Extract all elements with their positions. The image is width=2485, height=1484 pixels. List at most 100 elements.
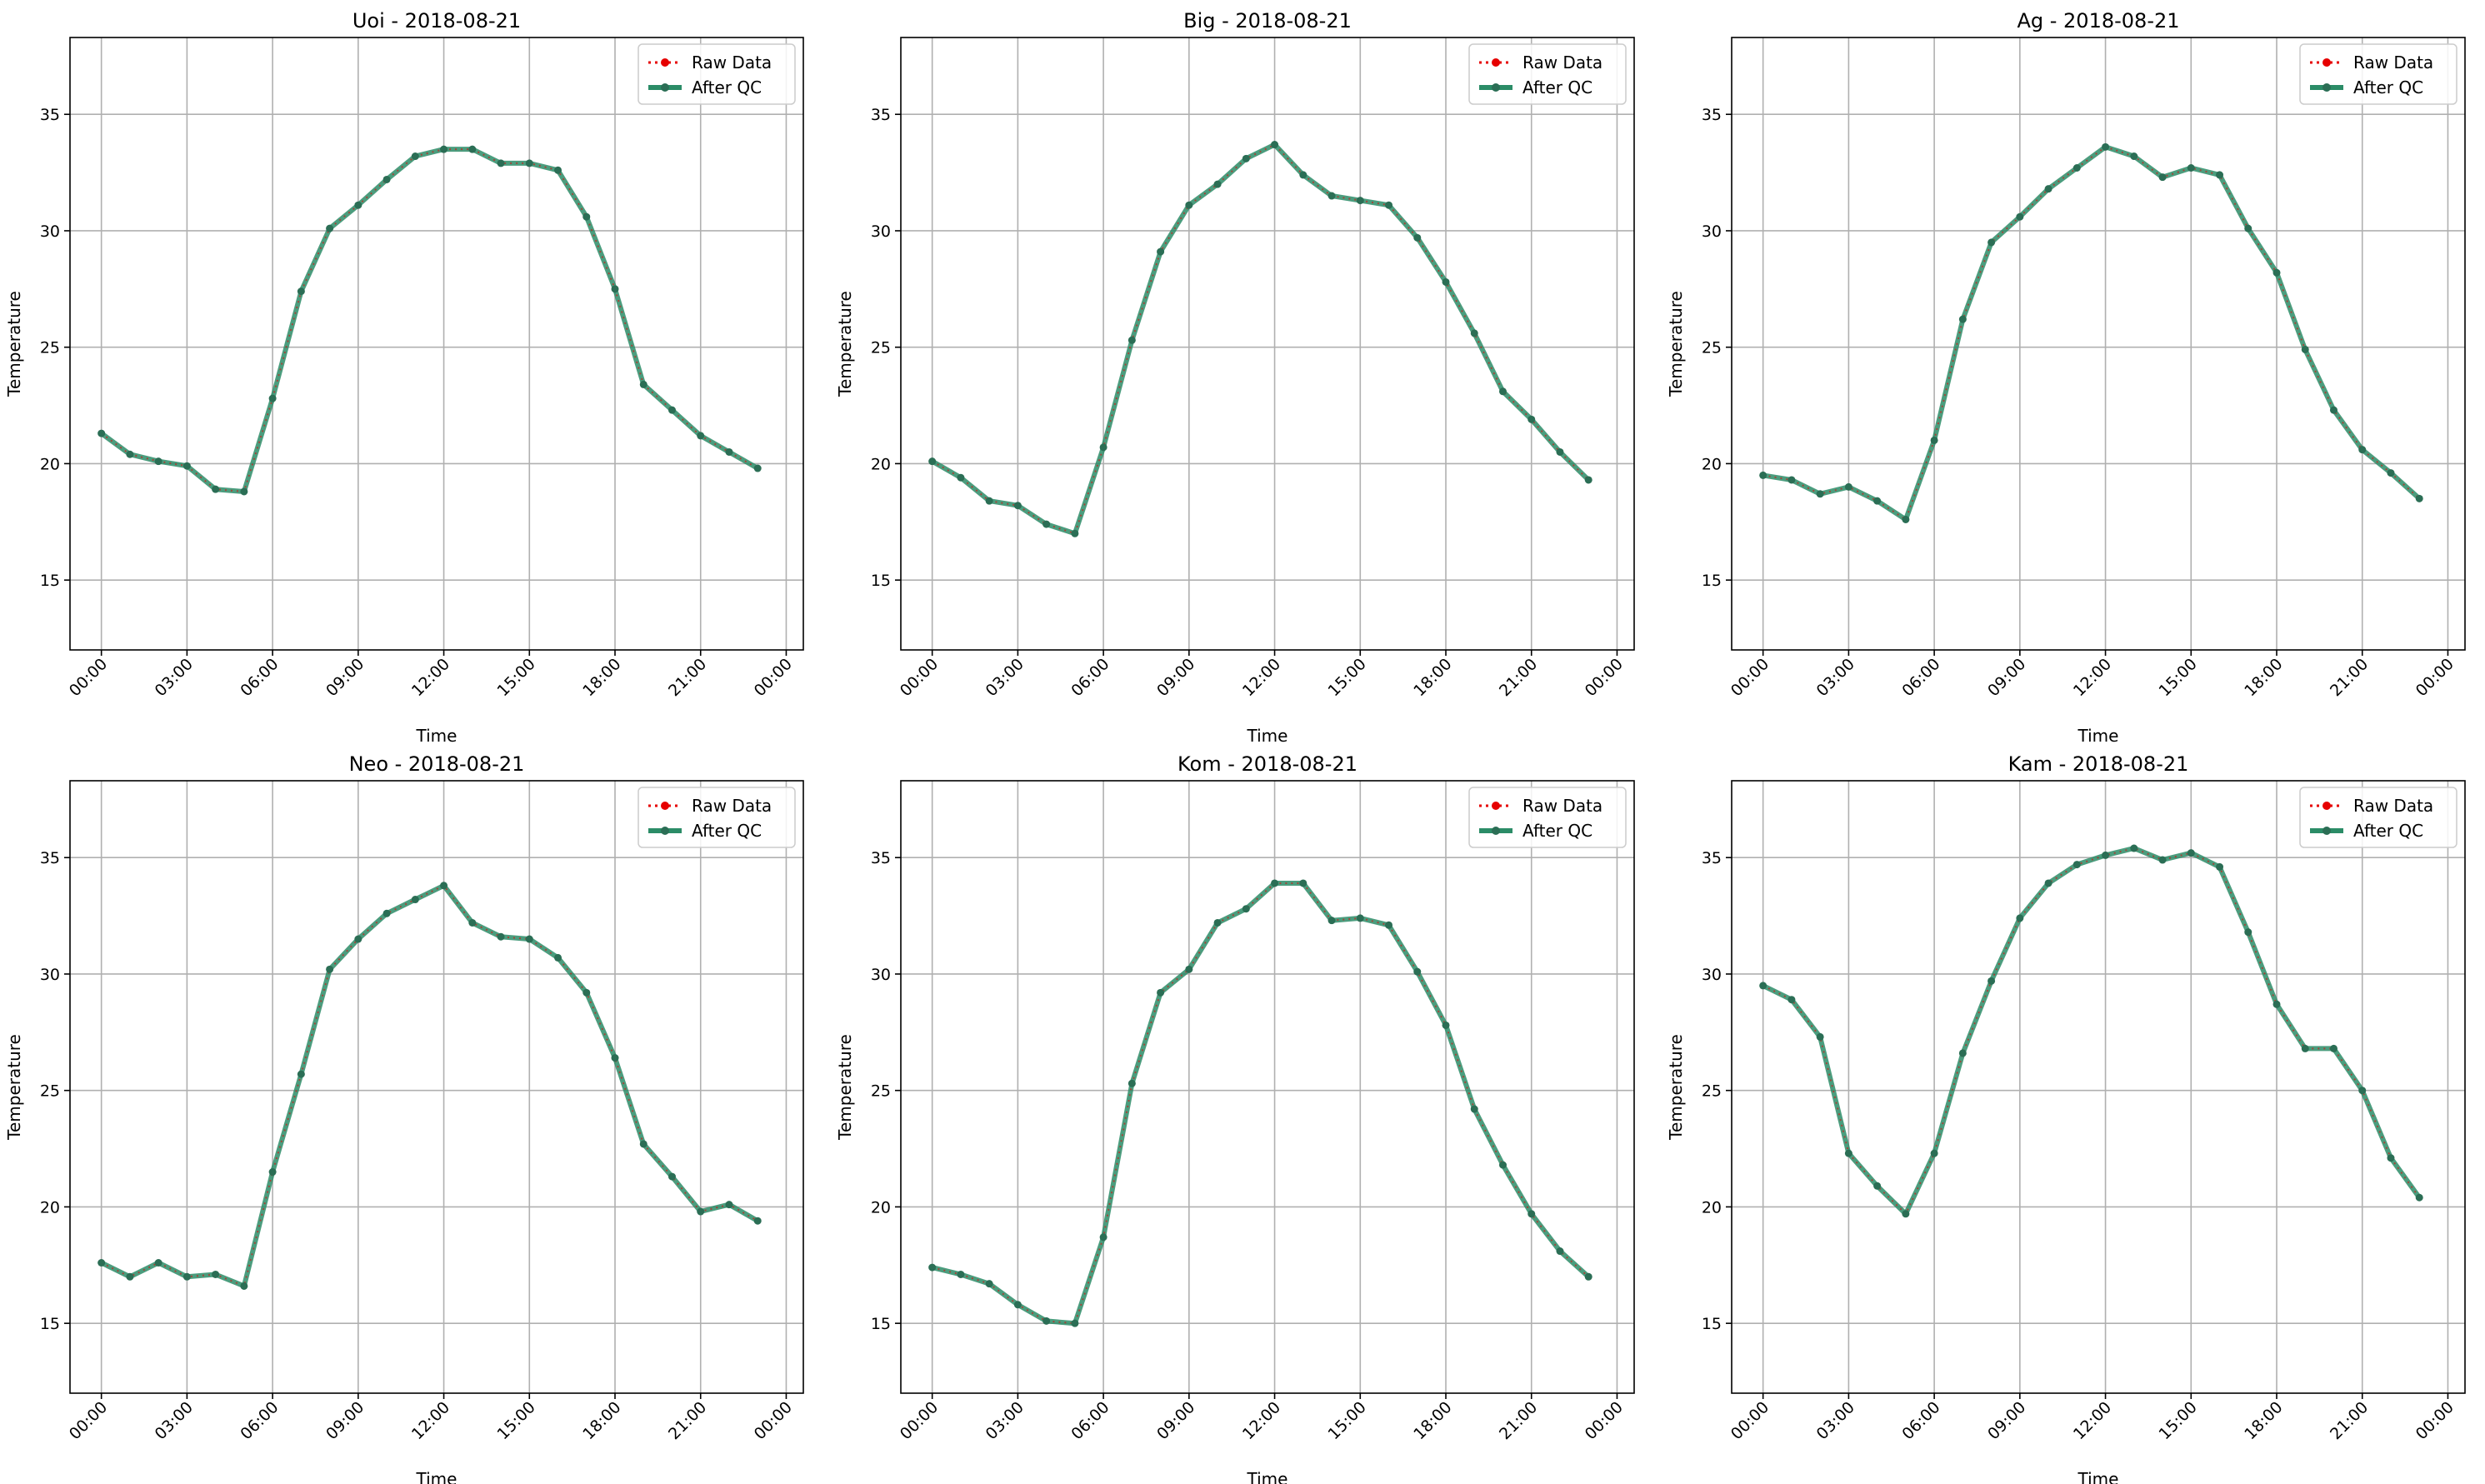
legend-label-raw-data: Raw Data bbox=[1522, 52, 1602, 72]
x-tick-label: 03:00 bbox=[152, 1398, 197, 1443]
chart-title: Kom - 2018-08-21 bbox=[1178, 752, 1358, 776]
data-point-after-qc bbox=[1071, 529, 1079, 537]
y-tick-label: 15 bbox=[871, 572, 891, 590]
y-tick-label: 15 bbox=[871, 1315, 891, 1333]
plot-frame bbox=[900, 780, 1635, 1394]
chart-title: Big - 2018-08-21 bbox=[1183, 9, 1352, 32]
data-point-after-qc bbox=[1413, 233, 1422, 242]
x-tick-label: 09:00 bbox=[1984, 1398, 2029, 1443]
chart-panel: 15 20 25 30 35 00:00 03:00 06:00 09:00 12:00 15:00… bbox=[1666, 9, 2466, 746]
y-tick-label: 15 bbox=[40, 1315, 60, 1333]
x-tick-label: 21:00 bbox=[1496, 655, 1541, 700]
legend-label-raw-data: Raw Data bbox=[1522, 796, 1602, 816]
legend-label-raw-data: Raw Data bbox=[2353, 52, 2433, 72]
data-point-after-qc bbox=[2216, 862, 2224, 871]
data-point-after-qc bbox=[1528, 415, 1536, 423]
data-point-after-qc bbox=[2301, 345, 2309, 353]
data-point-after-qc bbox=[1356, 197, 1364, 205]
x-tick-label: 03:00 bbox=[152, 655, 197, 700]
data-point-after-qc bbox=[2216, 171, 2224, 179]
y-tick-label: 35 bbox=[1702, 849, 1722, 867]
legend: Raw Data After QC bbox=[1468, 787, 1627, 848]
data-point-after-qc bbox=[1788, 996, 1796, 1004]
x-tick-label: 06:00 bbox=[1068, 1398, 1112, 1443]
data-point-after-qc bbox=[1528, 1210, 1536, 1218]
data-point-after-qc bbox=[1013, 1301, 1022, 1309]
x-tick-label: 00:00 bbox=[2412, 655, 2458, 700]
data-point-after-qc bbox=[1873, 1182, 1882, 1190]
data-point-after-qc bbox=[2244, 224, 2252, 232]
y-tick-label: 25 bbox=[40, 339, 60, 357]
legend-marker-raw-data bbox=[1492, 58, 1500, 67]
data-point-after-qc bbox=[2016, 914, 2024, 922]
chart-title: Neo - 2018-08-21 bbox=[349, 752, 525, 776]
data-point-after-qc bbox=[1902, 515, 1910, 523]
legend-marker-after-qc bbox=[661, 83, 669, 92]
y-tick-label: 35 bbox=[871, 106, 891, 124]
legend-label-after-qc: After QC bbox=[1522, 821, 1592, 841]
data-point-after-qc bbox=[1013, 502, 1022, 510]
legend-marker-raw-data bbox=[2322, 58, 2331, 67]
data-point-after-qc bbox=[1816, 1032, 1824, 1041]
x-tick-label: 06:00 bbox=[1898, 1398, 1943, 1443]
data-point-after-qc bbox=[985, 497, 993, 505]
data-point-after-qc bbox=[268, 1168, 277, 1177]
data-point-after-qc bbox=[1242, 905, 1250, 913]
y-tick-label: 15 bbox=[1702, 1315, 1722, 1333]
x-tick-label: 00:00 bbox=[2412, 1398, 2458, 1443]
x-tick-label: 15:00 bbox=[2156, 655, 2201, 700]
data-point-after-qc bbox=[2329, 1044, 2338, 1052]
data-point-after-qc bbox=[1556, 447, 1564, 456]
data-point-after-qc bbox=[725, 1201, 733, 1209]
y-tick-label: 25 bbox=[40, 1082, 60, 1101]
data-point-after-qc bbox=[1498, 1161, 1507, 1169]
data-point-after-qc bbox=[440, 145, 448, 153]
y-axis-label: Temperature bbox=[835, 291, 855, 397]
data-point-after-qc bbox=[1498, 387, 1507, 396]
legend-label-raw-data: Raw Data bbox=[692, 796, 772, 816]
y-axis-label: Temperature bbox=[1666, 291, 1686, 397]
series-line-after-qc bbox=[98, 147, 761, 494]
chart-title: Uoi - 2018-08-21 bbox=[352, 9, 521, 32]
data-point-after-qc bbox=[2158, 173, 2167, 182]
x-tick-label: 00:00 bbox=[66, 655, 111, 700]
data-point-after-qc bbox=[1413, 967, 1422, 976]
y-axis-label: Temperature bbox=[4, 1034, 24, 1141]
data-point-after-qc bbox=[2415, 1193, 2423, 1202]
series-line-after-qc bbox=[929, 881, 1592, 1327]
data-point-after-qc bbox=[1844, 1149, 1852, 1157]
legend-marker-after-qc bbox=[2322, 827, 2331, 835]
data-point-after-qc bbox=[1385, 921, 1393, 929]
data-point-after-qc bbox=[2244, 928, 2252, 937]
data-point-after-qc bbox=[957, 473, 965, 482]
y-tick-label: 25 bbox=[1702, 1082, 1722, 1101]
y-tick-label: 20 bbox=[1702, 455, 1722, 473]
data-point-after-qc bbox=[1930, 436, 1938, 444]
data-point-after-qc bbox=[1759, 982, 1768, 990]
x-tick-label: 12:00 bbox=[1239, 655, 1284, 700]
data-point-after-qc bbox=[2187, 849, 2195, 857]
series-line-after-qc bbox=[929, 142, 1592, 537]
plot-frame bbox=[69, 37, 804, 651]
data-point-after-qc bbox=[1099, 1233, 1108, 1242]
y-axis-label: Temperature bbox=[835, 1034, 855, 1141]
series-line-raw-data bbox=[101, 148, 758, 493]
x-tick-label: 03:00 bbox=[982, 1398, 1028, 1443]
data-point-after-qc bbox=[1213, 180, 1222, 188]
x-tick-label: 15:00 bbox=[1325, 655, 1370, 700]
data-point-after-qc bbox=[182, 462, 191, 470]
data-point-after-qc bbox=[1958, 1049, 1967, 1057]
data-point-after-qc bbox=[1271, 879, 1279, 887]
legend-marker-after-qc bbox=[1492, 83, 1500, 92]
data-point-after-qc bbox=[1271, 141, 1279, 149]
data-point-after-qc bbox=[554, 953, 562, 962]
data-point-after-qc bbox=[2187, 164, 2195, 172]
x-axis-label: Time bbox=[2078, 1469, 2119, 1484]
data-point-after-qc bbox=[212, 1270, 220, 1278]
y-tick-label: 30 bbox=[871, 222, 891, 241]
data-point-after-qc bbox=[212, 485, 220, 493]
x-tick-label: 15:00 bbox=[2156, 1398, 2201, 1443]
x-tick-label: 18:00 bbox=[2241, 655, 2286, 700]
x-tick-label: 09:00 bbox=[1153, 655, 1198, 700]
data-point-after-qc bbox=[411, 152, 419, 161]
